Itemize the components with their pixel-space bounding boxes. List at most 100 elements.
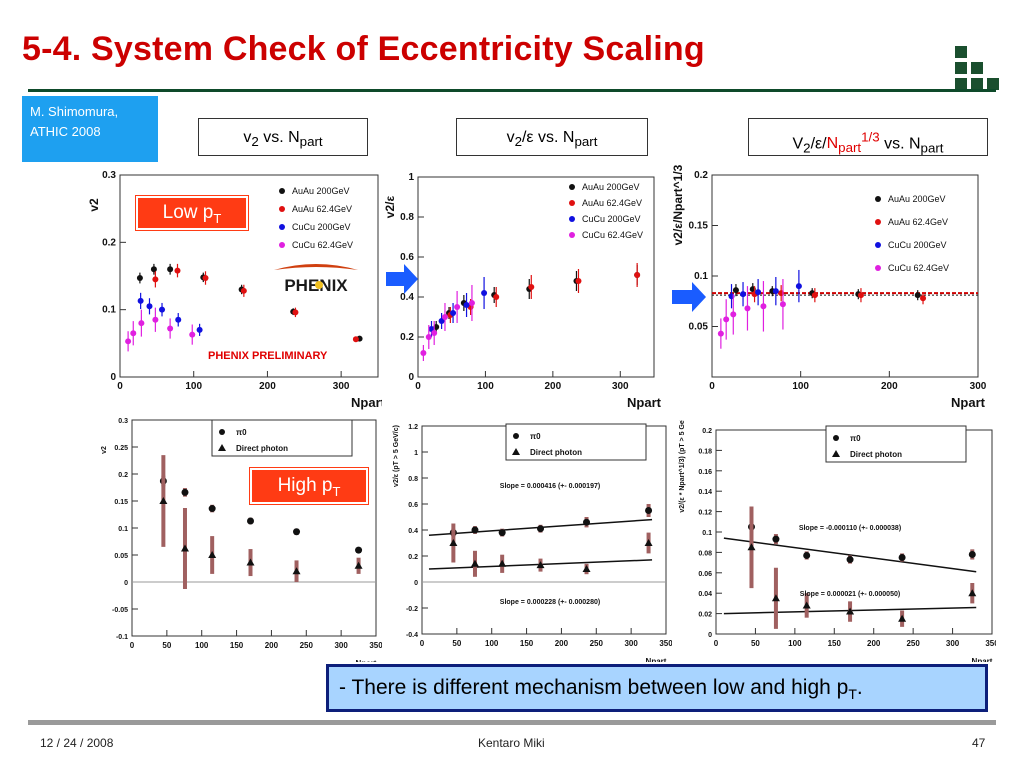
data-point: [292, 309, 299, 316]
low-pt-badge: Low pT: [136, 196, 248, 230]
y-tick-label: 0.8: [408, 476, 418, 483]
conclusion-box: - There is different mechanism between l…: [326, 664, 988, 712]
y-tick-label: 0.1: [694, 271, 708, 282]
data-point: [575, 278, 582, 284]
legend-marker: [875, 196, 881, 202]
x-axis-label: Npart: [356, 659, 377, 662]
y-axis-label: v2/ε/Npart^1/3: [671, 165, 685, 245]
data-point: [150, 266, 157, 273]
y-tick-label: 0.2: [702, 428, 712, 435]
data-point: [247, 517, 255, 525]
legend-label: CuCu 200GeV: [582, 214, 641, 224]
x-axis-label: Npart: [646, 657, 667, 662]
data-point: [355, 546, 363, 554]
data-point: [493, 294, 500, 300]
legend-marker: [279, 206, 285, 212]
data-point: [528, 284, 535, 290]
y-axis-label: v2: [87, 198, 101, 212]
data-point: [138, 320, 145, 327]
data-point: [130, 330, 137, 337]
data-point: [441, 314, 448, 320]
data-point: [795, 283, 802, 290]
slope-annotation: Slope = 0.000228 (+- 0.000280): [500, 599, 600, 606]
legend-marker: [569, 184, 575, 190]
plot-frame: [711, 174, 979, 378]
legend-label: Direct photon: [530, 448, 582, 457]
legend-label: CuCu 62.4GeV: [582, 230, 643, 240]
data-point: [772, 288, 779, 295]
author-event: ATHIC 2008: [30, 124, 101, 139]
x-axis-label: Npart: [951, 395, 986, 410]
header-v2-eps-vs-npart: v2/ε vs. Npart: [456, 118, 648, 156]
x-tick-label: 250: [300, 641, 314, 650]
y-tick-label: 0.15: [689, 221, 709, 232]
data-point: [425, 334, 432, 340]
data-point: [536, 561, 545, 569]
y-tick-label: 0.16: [698, 469, 712, 476]
y-axis-label: v2/(ε * Npart^1/3) (pT > 5 GeV/c): [678, 420, 686, 513]
y-tick-label: 0.04: [698, 591, 712, 598]
data-point: [292, 567, 301, 575]
data-point: [740, 291, 747, 298]
data-point: [180, 544, 189, 552]
y-tick-label: 0.02: [698, 612, 712, 619]
legend-marker: [279, 224, 285, 230]
y-tick-label: 0.3: [102, 170, 116, 181]
y-tick-label: 0.05: [114, 553, 128, 560]
data-point: [732, 287, 739, 294]
chart-low-pt-v2-eps: 0 100 200 300 0 0.2 0.4 0.6 0.8 1 Npart v2/ε AuAu 20…: [382, 165, 670, 410]
data-point: [449, 539, 458, 546]
y-tick-label: 0.1: [118, 526, 128, 533]
x-tick-label: 50: [452, 639, 461, 648]
x-tick-label: 200: [259, 381, 276, 392]
y-tick-label: 0: [124, 580, 128, 587]
x-tick-label: 50: [162, 641, 171, 650]
legend-label: AuAu 62.4GeV: [888, 217, 948, 227]
data-point: [634, 272, 641, 278]
legend-label: Direct photon: [850, 450, 902, 459]
data-point: [240, 287, 247, 294]
data-point: [920, 295, 927, 302]
data-point: [717, 330, 724, 337]
data-point: [159, 497, 168, 504]
x-tick-label: 150: [230, 641, 244, 650]
data-point: [167, 266, 174, 273]
y-tick-label: 0.4: [400, 292, 414, 303]
x-tick-label: 200: [881, 381, 898, 392]
y-tick-label: 0.25: [114, 445, 128, 452]
y-tick-label: 0.2: [400, 332, 414, 343]
data-point: [760, 303, 767, 310]
slope-annotation: Slope = 0.000416 (+- 0.000197): [500, 483, 600, 490]
legend-label: π0: [530, 432, 541, 441]
data-point: [914, 292, 921, 299]
data-point: [468, 300, 475, 306]
x-tick-label: 100: [195, 641, 209, 650]
x-tick-label: 300: [624, 639, 638, 648]
data-point: [208, 505, 216, 513]
chart-high-pt-v2-eps-npart13: 0 50 100 150 200 250 300 350 0 0.02 0.04 0.06 0.08 0.…: [676, 420, 996, 662]
x-tick-label: 0: [130, 641, 135, 650]
data-point: [968, 589, 977, 597]
y-tick-label: 0.08: [698, 550, 712, 557]
legend-marker: [279, 188, 285, 194]
y-axis-label: v2: [101, 446, 108, 454]
x-axis-label: Npart: [351, 395, 386, 410]
y-tick-label: 0.12: [698, 510, 712, 517]
data-point: [246, 558, 255, 566]
x-tick-label: 300: [333, 381, 350, 392]
y-tick-label: 0.2: [408, 554, 418, 561]
data-point: [152, 316, 159, 323]
data-point: [420, 350, 427, 356]
data-point: [137, 297, 144, 304]
data-point: [645, 507, 653, 514]
y-tick-label: -0.4: [406, 632, 418, 639]
data-point: [470, 559, 479, 567]
legend-marker: [832, 450, 840, 457]
data-point: [450, 310, 457, 316]
legend-marker: [513, 433, 519, 439]
legend-marker: [569, 216, 575, 222]
data-point: [723, 316, 730, 323]
data-point: [846, 556, 854, 564]
x-tick-label: 0: [420, 639, 425, 648]
data-point: [174, 267, 181, 274]
